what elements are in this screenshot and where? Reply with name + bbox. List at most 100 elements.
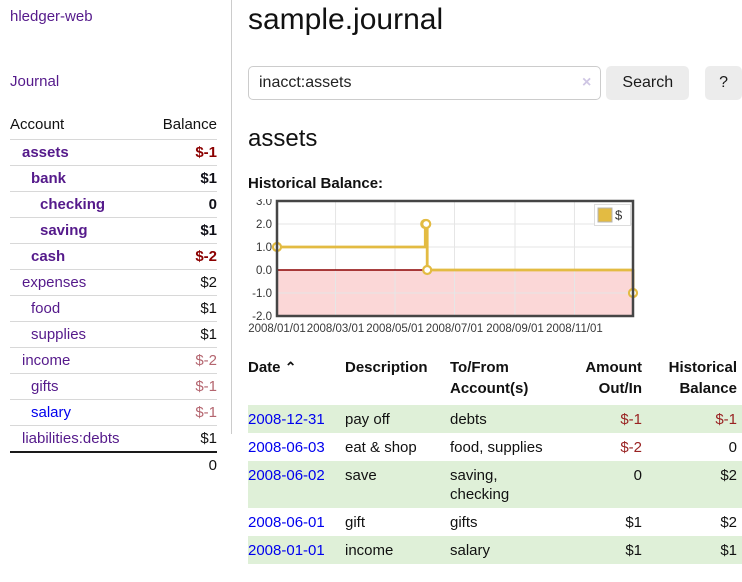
transaction-description: income <box>345 542 394 559</box>
svg-text:2008/09/01: 2008/09/01 <box>486 323 544 335</box>
transaction-amount: $1 <box>625 514 642 531</box>
account-heading: assets <box>248 125 318 152</box>
account-balance: $-2 <box>195 352 217 369</box>
transaction-description: save <box>345 467 377 484</box>
account-balance: $1 <box>200 430 217 447</box>
account-row: supplies $1 <box>10 321 217 347</box>
column-header-description: Description <box>345 359 428 376</box>
account-balance: $-1 <box>195 378 217 395</box>
transaction-amount: $-2 <box>620 439 642 456</box>
transaction-accounts: debts <box>450 411 487 428</box>
svg-text:2.0: 2.0 <box>256 219 272 231</box>
accounts-header-account: Account <box>10 116 65 133</box>
accounts-header: Account Balance <box>10 112 217 139</box>
account-link-gifts[interactable]: gifts <box>31 378 59 395</box>
app-title-link[interactable]: hledger-web <box>10 8 93 25</box>
main-content: sample.journal × Search ? assets Histori… <box>248 0 742 564</box>
account-balance: $1 <box>200 170 217 187</box>
account-row: cash $-2 <box>10 243 217 269</box>
search-input[interactable] <box>248 66 602 100</box>
account-link-expenses[interactable]: expenses <box>22 274 87 291</box>
account-row: income $-2 <box>10 347 217 373</box>
transaction-description: gift <box>345 514 366 531</box>
svg-text:2008/01/01: 2008/01/01 <box>248 323 306 335</box>
account-link-income[interactable]: income <box>22 352 71 369</box>
register-table: Date ⌃ Description To/From Account(s) Am… <box>248 354 742 564</box>
account-link-bank[interactable]: bank <box>31 170 67 187</box>
svg-text:-2.0: -2.0 <box>252 311 272 323</box>
register-row: 2008-01-01 income salary $1 $1 <box>248 536 742 564</box>
account-link-checking[interactable]: checking <box>40 196 106 213</box>
transaction-description: pay off <box>345 411 390 428</box>
clear-search-icon[interactable]: × <box>582 74 592 91</box>
column-header-balance: Historical Balance <box>668 359 737 397</box>
account-row: checking 0 <box>10 191 217 217</box>
account-balance: 0 <box>208 196 217 213</box>
account-link-assets[interactable]: assets <box>22 144 69 161</box>
svg-text:2008/03/01: 2008/03/01 <box>307 323 365 335</box>
search-button[interactable]: Search <box>606 66 690 100</box>
transaction-date-link[interactable]: 2008-06-03 <box>248 439 325 456</box>
transaction-date-link[interactable]: 2008-06-01 <box>248 514 325 531</box>
transaction-accounts: food, supplies <box>450 439 543 456</box>
svg-text:3.0: 3.0 <box>256 199 272 208</box>
search-form: × Search ? <box>248 66 742 100</box>
transaction-amount: 0 <box>633 467 642 484</box>
transaction-balance: $2 <box>720 467 737 484</box>
account-row: assets $-1 <box>10 139 217 165</box>
account-balance: $1 <box>200 222 217 239</box>
register-row: 2008-06-02 save saving, checking 0 $2 <box>248 461 742 508</box>
account-row: salary $-1 <box>10 399 217 425</box>
sidebar-item-journal[interactable]: Journal <box>10 73 60 90</box>
transaction-accounts: saving, checking <box>450 467 510 503</box>
account-balance: $-1 <box>195 144 217 161</box>
account-link-salary[interactable]: salary <box>31 404 72 421</box>
transaction-description: eat & shop <box>345 439 417 456</box>
register-row: 2008-06-03 eat & shop food, supplies $-2… <box>248 433 742 461</box>
account-row: food $1 <box>10 295 217 321</box>
transaction-accounts: gifts <box>450 514 478 531</box>
transaction-date-link[interactable]: 2008-12-31 <box>248 411 325 428</box>
sort-ascending-icon: ⌃ <box>284 359 297 375</box>
accounts-header-balance: Balance <box>162 116 217 133</box>
account-row: expenses $2 <box>10 269 217 295</box>
transaction-balance: $-1 <box>715 411 737 428</box>
column-header-accounts: To/From Account(s) <box>450 359 529 397</box>
help-button[interactable]: ? <box>705 66 742 100</box>
column-header-date-label: Date <box>248 359 281 376</box>
transaction-balance: $1 <box>720 542 737 559</box>
transaction-date-link[interactable]: 2008-06-02 <box>248 467 325 484</box>
transaction-balance: 0 <box>728 439 737 456</box>
account-row: gifts $-1 <box>10 373 217 399</box>
column-header-amount: Amount Out/In <box>585 359 642 397</box>
account-balance: $-2 <box>195 248 217 265</box>
svg-text:0.0: 0.0 <box>256 265 272 277</box>
account-balance: $1 <box>200 300 217 317</box>
account-row: bank $1 <box>10 165 217 191</box>
transaction-date-link[interactable]: 2008-01-01 <box>248 542 325 559</box>
svg-text:-1.0: -1.0 <box>252 288 272 300</box>
account-balance: $-1 <box>195 404 217 421</box>
account-link-liabilities-debts[interactable]: liabilities:debts <box>22 430 120 447</box>
transaction-amount: $-1 <box>620 411 642 428</box>
transaction-balance: $2 <box>720 514 737 531</box>
svg-text:2008/05/01: 2008/05/01 <box>366 323 424 335</box>
account-balance: $2 <box>200 274 217 291</box>
svg-text:2008/11/01: 2008/11/01 <box>546 323 603 335</box>
chart-title: Historical Balance: <box>248 175 384 192</box>
account-link-cash[interactable]: cash <box>31 248 66 265</box>
page-title: sample.journal <box>248 3 444 36</box>
accounts-total-value: 0 <box>208 457 217 474</box>
account-row: saving $1 <box>10 217 217 243</box>
svg-text:2008/07/01: 2008/07/01 <box>426 323 484 335</box>
register-row: 2008-12-31 pay off debts $-1 $-1 <box>248 405 742 433</box>
svg-text:$: $ <box>615 208 623 223</box>
account-link-food[interactable]: food <box>31 300 61 317</box>
account-link-supplies[interactable]: supplies <box>31 326 87 343</box>
sidebar: hledger-web Journal Account Balance asse… <box>0 0 232 474</box>
svg-text:1.0: 1.0 <box>256 242 272 254</box>
account-link-saving[interactable]: saving <box>40 222 88 239</box>
transaction-amount: $1 <box>625 542 642 559</box>
column-header-date[interactable]: Date ⌃ <box>248 354 345 405</box>
